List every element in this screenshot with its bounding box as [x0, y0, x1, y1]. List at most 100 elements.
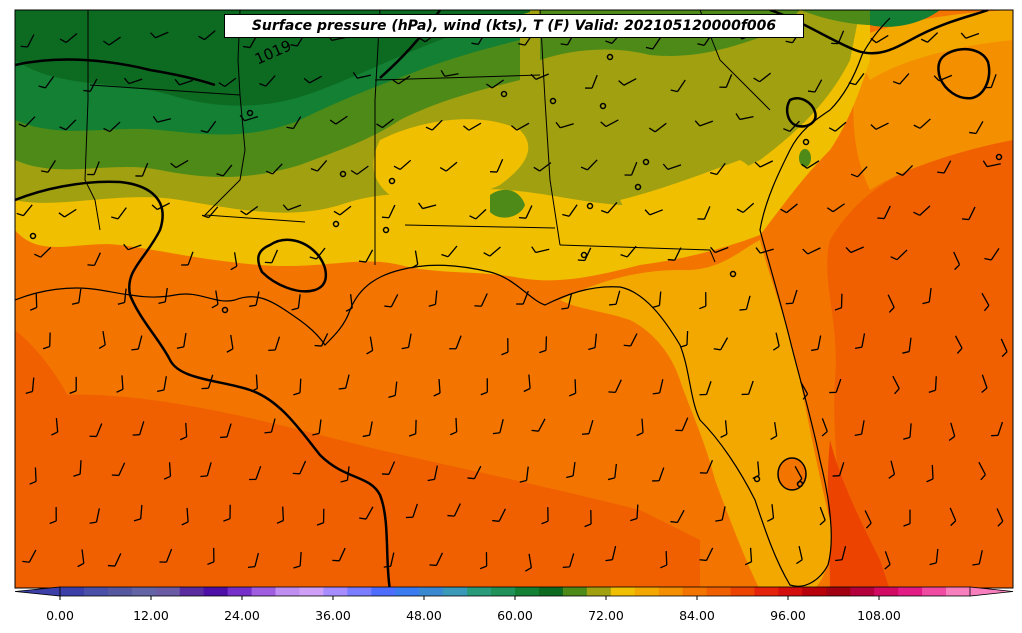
wind-barb-staff: [899, 73, 910, 85]
wind-barb-staff: [658, 467, 665, 481]
wind-barb-staff: [706, 460, 714, 474]
wind-barb-flag: [605, 559, 613, 562]
wind-barb-flag: [982, 160, 988, 167]
wind-barb-flag: [359, 517, 367, 520]
wind-barb-flag: [600, 121, 607, 128]
temperature-field-atlantic-red: [827, 440, 890, 588]
wind-barb-flag: [425, 126, 433, 131]
wind-barb-staff: [157, 118, 172, 123]
colorbar-cell: [538, 587, 564, 596]
wind-barb-flag: [309, 256, 317, 260]
wind-barb-flag: [247, 565, 256, 569]
wind-barb-staff: [560, 123, 574, 129]
wind-barb-staff: [965, 32, 980, 39]
wind-barb-flag: [755, 247, 761, 254]
colorbar-cell: [60, 587, 85, 596]
wind-barb-flag: [18, 123, 26, 128]
wind-barb-flag: [381, 216, 389, 219]
wind-barb-staff: [584, 247, 592, 261]
colorbar-cell: [682, 587, 708, 596]
wind-barb-staff: [931, 464, 934, 479]
wind-barb-staff: [206, 462, 212, 477]
wind-barb-staff: [339, 205, 352, 216]
wind-barb-staff: [89, 78, 98, 92]
wind-barb-flag: [969, 131, 977, 135]
colorbar-tick-label: 48.00: [406, 608, 442, 623]
wind-barb-staff: [525, 466, 529, 481]
wind-barb-staff: [586, 159, 598, 171]
wind-barb-staff: [255, 374, 258, 389]
wind-barb-flag: [151, 204, 158, 210]
wind-barb-flag: [735, 113, 741, 120]
wind-barb-flag: [913, 211, 920, 216]
wind-barb-flag: [264, 431, 272, 434]
wind-barb-flag: [865, 522, 872, 529]
wind-barb-staff: [968, 206, 976, 220]
wind-barb-staff: [139, 421, 145, 435]
colorbar-tick-label: 108.00: [857, 608, 901, 623]
wind-barb-flag: [384, 305, 392, 308]
wind-barb-flag: [483, 252, 491, 257]
colorbar-tick-label: 0.00: [46, 608, 74, 623]
wind-barb-flag: [58, 212, 65, 218]
wind-barb-flag: [870, 124, 877, 130]
wind-barb-staff: [356, 165, 369, 175]
wind-barb-flag: [648, 127, 656, 133]
wind-barb-flag: [744, 561, 752, 566]
wind-barb-staff: [475, 208, 487, 220]
wind-barb-staff: [535, 73, 550, 80]
colorbar-extend-min: [14, 586, 61, 597]
colorbar-cell: [634, 587, 660, 596]
wind-barb-flag: [984, 257, 992, 261]
wind-barb-staff: [978, 461, 986, 475]
wind-barb-staff: [224, 77, 237, 88]
colorbar-cell: [874, 587, 899, 596]
colorbar-tick-label: 96.00: [770, 608, 806, 623]
wind-barb-staff: [447, 245, 458, 258]
wind-barb-flag: [929, 562, 937, 566]
wind-barb-staff: [27, 34, 35, 48]
wind-barb-staff: [271, 249, 279, 263]
wind-barb-staff: [109, 121, 121, 133]
wind-barb-flag: [286, 126, 294, 130]
wind-barb-staff: [835, 378, 842, 393]
wind-barb-flag: [667, 258, 675, 261]
wind-barb-staff: [786, 203, 798, 214]
wind-barb-flag: [103, 127, 111, 133]
wind-barb-flag: [933, 75, 940, 82]
state-borders: [84, 10, 771, 265]
wind-barb-flag: [609, 303, 617, 306]
wind-barb-flag: [282, 204, 289, 211]
wind-barb-flag: [922, 301, 930, 305]
wind-barb-flag: [223, 518, 231, 522]
wind-barb-staff: [34, 467, 37, 482]
wind-barb-flag: [293, 392, 301, 396]
wind-barb-staff: [299, 551, 302, 567]
wind-barb-staff: [369, 336, 374, 351]
wind-barb-staff: [118, 462, 126, 476]
wind-barb-flag: [250, 387, 258, 393]
wind-barb-flag: [697, 43, 705, 46]
colorbar-tick-label: 24.00: [224, 608, 260, 623]
wind-barb-staff: [864, 510, 872, 524]
wind-barb-flag: [200, 129, 208, 134]
wind-barb-flag: [510, 125, 518, 131]
wind-barb-flag: [972, 563, 980, 566]
wind-barb-flag: [652, 392, 660, 395]
wind-barb-flag: [123, 243, 129, 251]
wind-barb-staff: [434, 290, 438, 305]
wind-barb-flag: [501, 351, 509, 356]
wind-barb-flag: [358, 260, 366, 263]
colorbar-cell: [323, 587, 348, 596]
wind-barb-flag: [720, 433, 728, 438]
wind-barb-flag: [418, 202, 424, 209]
wind-barb-staff: [498, 508, 507, 522]
wind-barb-flag: [519, 479, 527, 483]
wind-barb-staff: [855, 73, 865, 86]
wind-barb-flag: [954, 264, 960, 271]
wind-barb-flag: [608, 391, 616, 394]
wind-barb-staff: [255, 291, 260, 306]
wind-barb-flag: [216, 173, 224, 177]
wind-barb-staff: [798, 545, 803, 560]
